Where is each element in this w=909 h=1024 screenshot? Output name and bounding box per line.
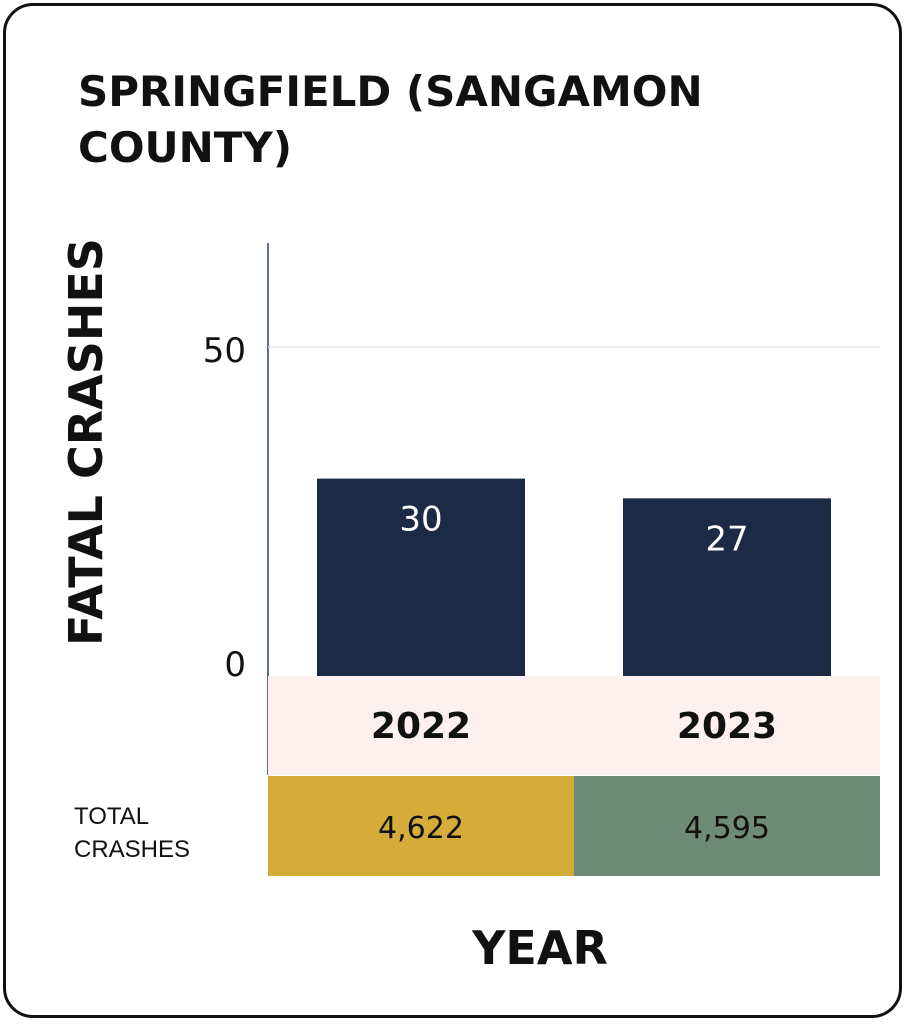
category-band [268,676,880,775]
bar-value-label-2023: 27 [705,519,748,559]
bar-value-label-2022: 30 [399,500,442,540]
total-crashes-label-line1: TOTAL [74,803,150,830]
x-tick-label-2023: 2023 [677,706,777,747]
total-crashes-cell-2023 [574,776,880,876]
total-crashes-value-2023: 4,595 [684,811,770,846]
total-crashes-cell-2022 [268,776,574,876]
x-tick-label-2022: 2022 [371,706,471,747]
total-crashes-value-2022: 4,622 [378,811,464,846]
total-crashes-label-line2: CRASHES [74,836,191,863]
x-axis-label: YEAR [472,921,608,975]
chart-title: SPRINGFIELD (SANGAMON COUNTY) [78,67,703,172]
bar-2023 [623,498,831,676]
total-crashes-label: TOTAL CRASHES [74,800,254,866]
bar-2022 [317,478,525,676]
y-tick-label-0: 0 [224,645,246,685]
y-tick-label-50: 50 [203,331,246,371]
